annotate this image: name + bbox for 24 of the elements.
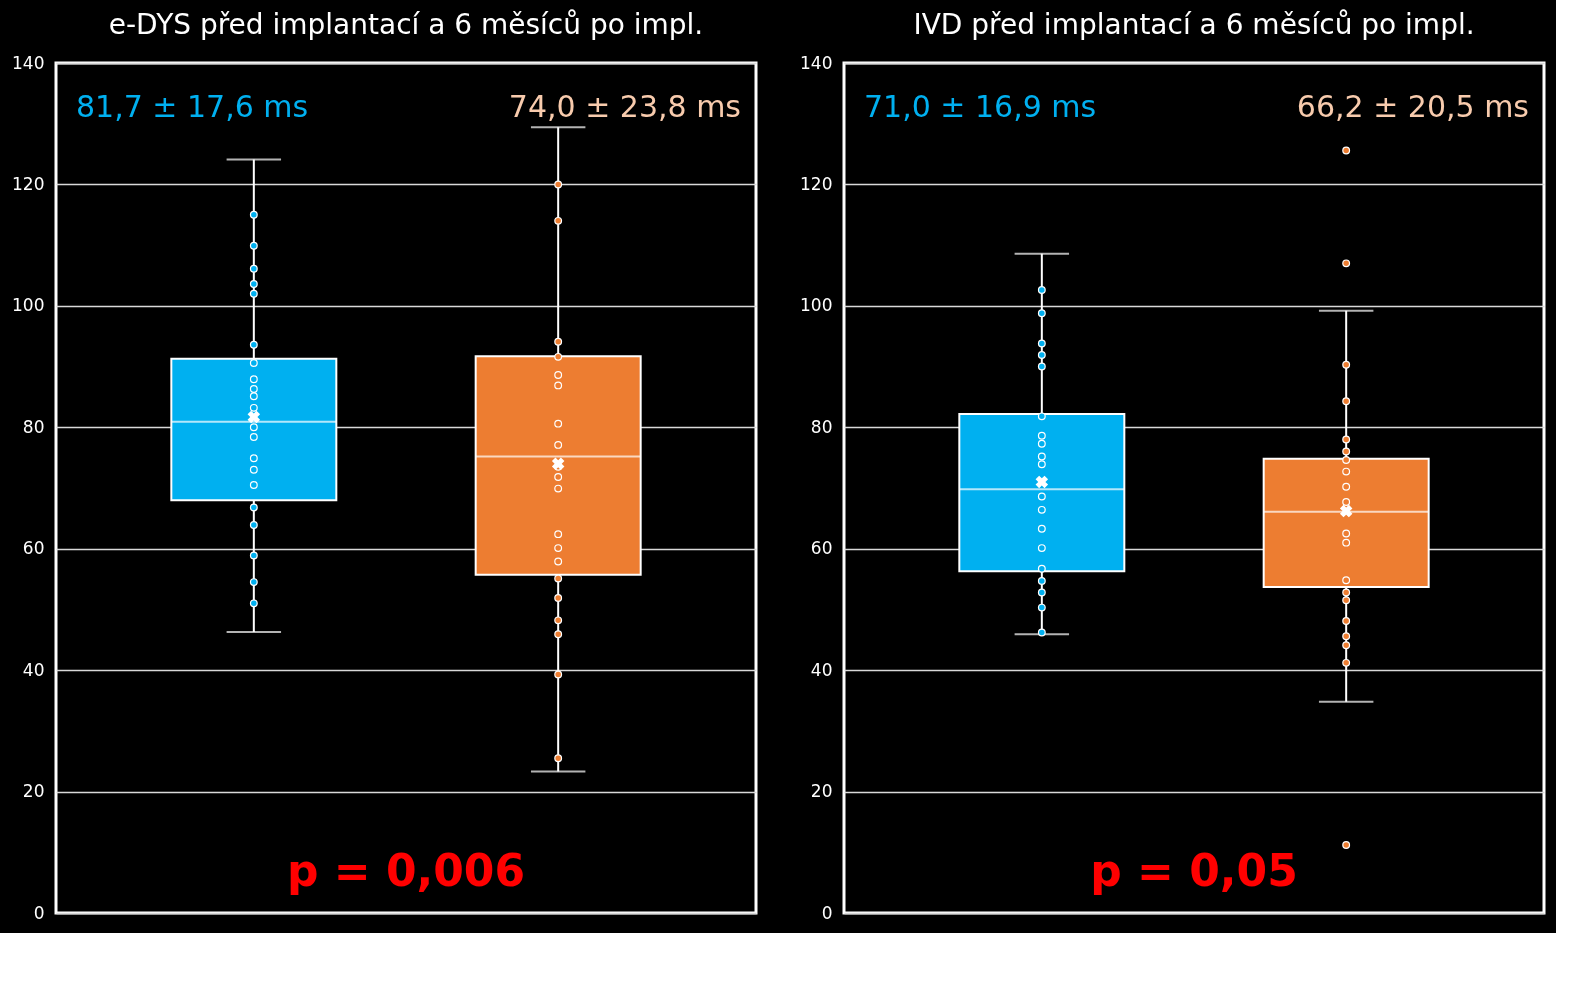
annotation: 74,0 ± 23,8 ms <box>508 89 741 124</box>
y-tick-label: 100 <box>12 295 45 316</box>
y-tick-label: 80 <box>22 416 45 437</box>
y-tick-label: 20 <box>810 781 833 802</box>
chart-title: e-DYS před implantací a 6 měsíců po impl. <box>108 8 704 41</box>
y-tick-label: 60 <box>810 538 833 559</box>
y-tick-label: 60 <box>22 538 45 559</box>
y-tick-label: 120 <box>12 173 45 194</box>
annotation: p = 0,006 <box>286 845 526 896</box>
annotation: p = 0,05 <box>1090 845 1298 896</box>
chart-title: IVD před implantací a 6 měsíců po impl. <box>913 8 1475 41</box>
y-tick-label: 40 <box>810 659 833 680</box>
annotation: 66,2 ± 20,5 ms <box>1296 89 1529 124</box>
y-tick-label: 0 <box>821 902 833 923</box>
y-tick-label: 120 <box>800 173 833 194</box>
y-tick-label: 40 <box>22 659 45 680</box>
y-tick-label: 20 <box>22 781 45 802</box>
annotation: 81,7 ± 17,6 ms <box>76 89 309 124</box>
annotation: 71,0 ± 16,9 ms <box>864 89 1097 124</box>
y-tick-label: 100 <box>800 295 833 316</box>
y-tick-label: 140 <box>12 52 45 73</box>
y-tick-label: 0 <box>33 902 45 923</box>
y-tick-label: 80 <box>810 416 833 437</box>
y-tick-label: 140 <box>800 52 833 73</box>
